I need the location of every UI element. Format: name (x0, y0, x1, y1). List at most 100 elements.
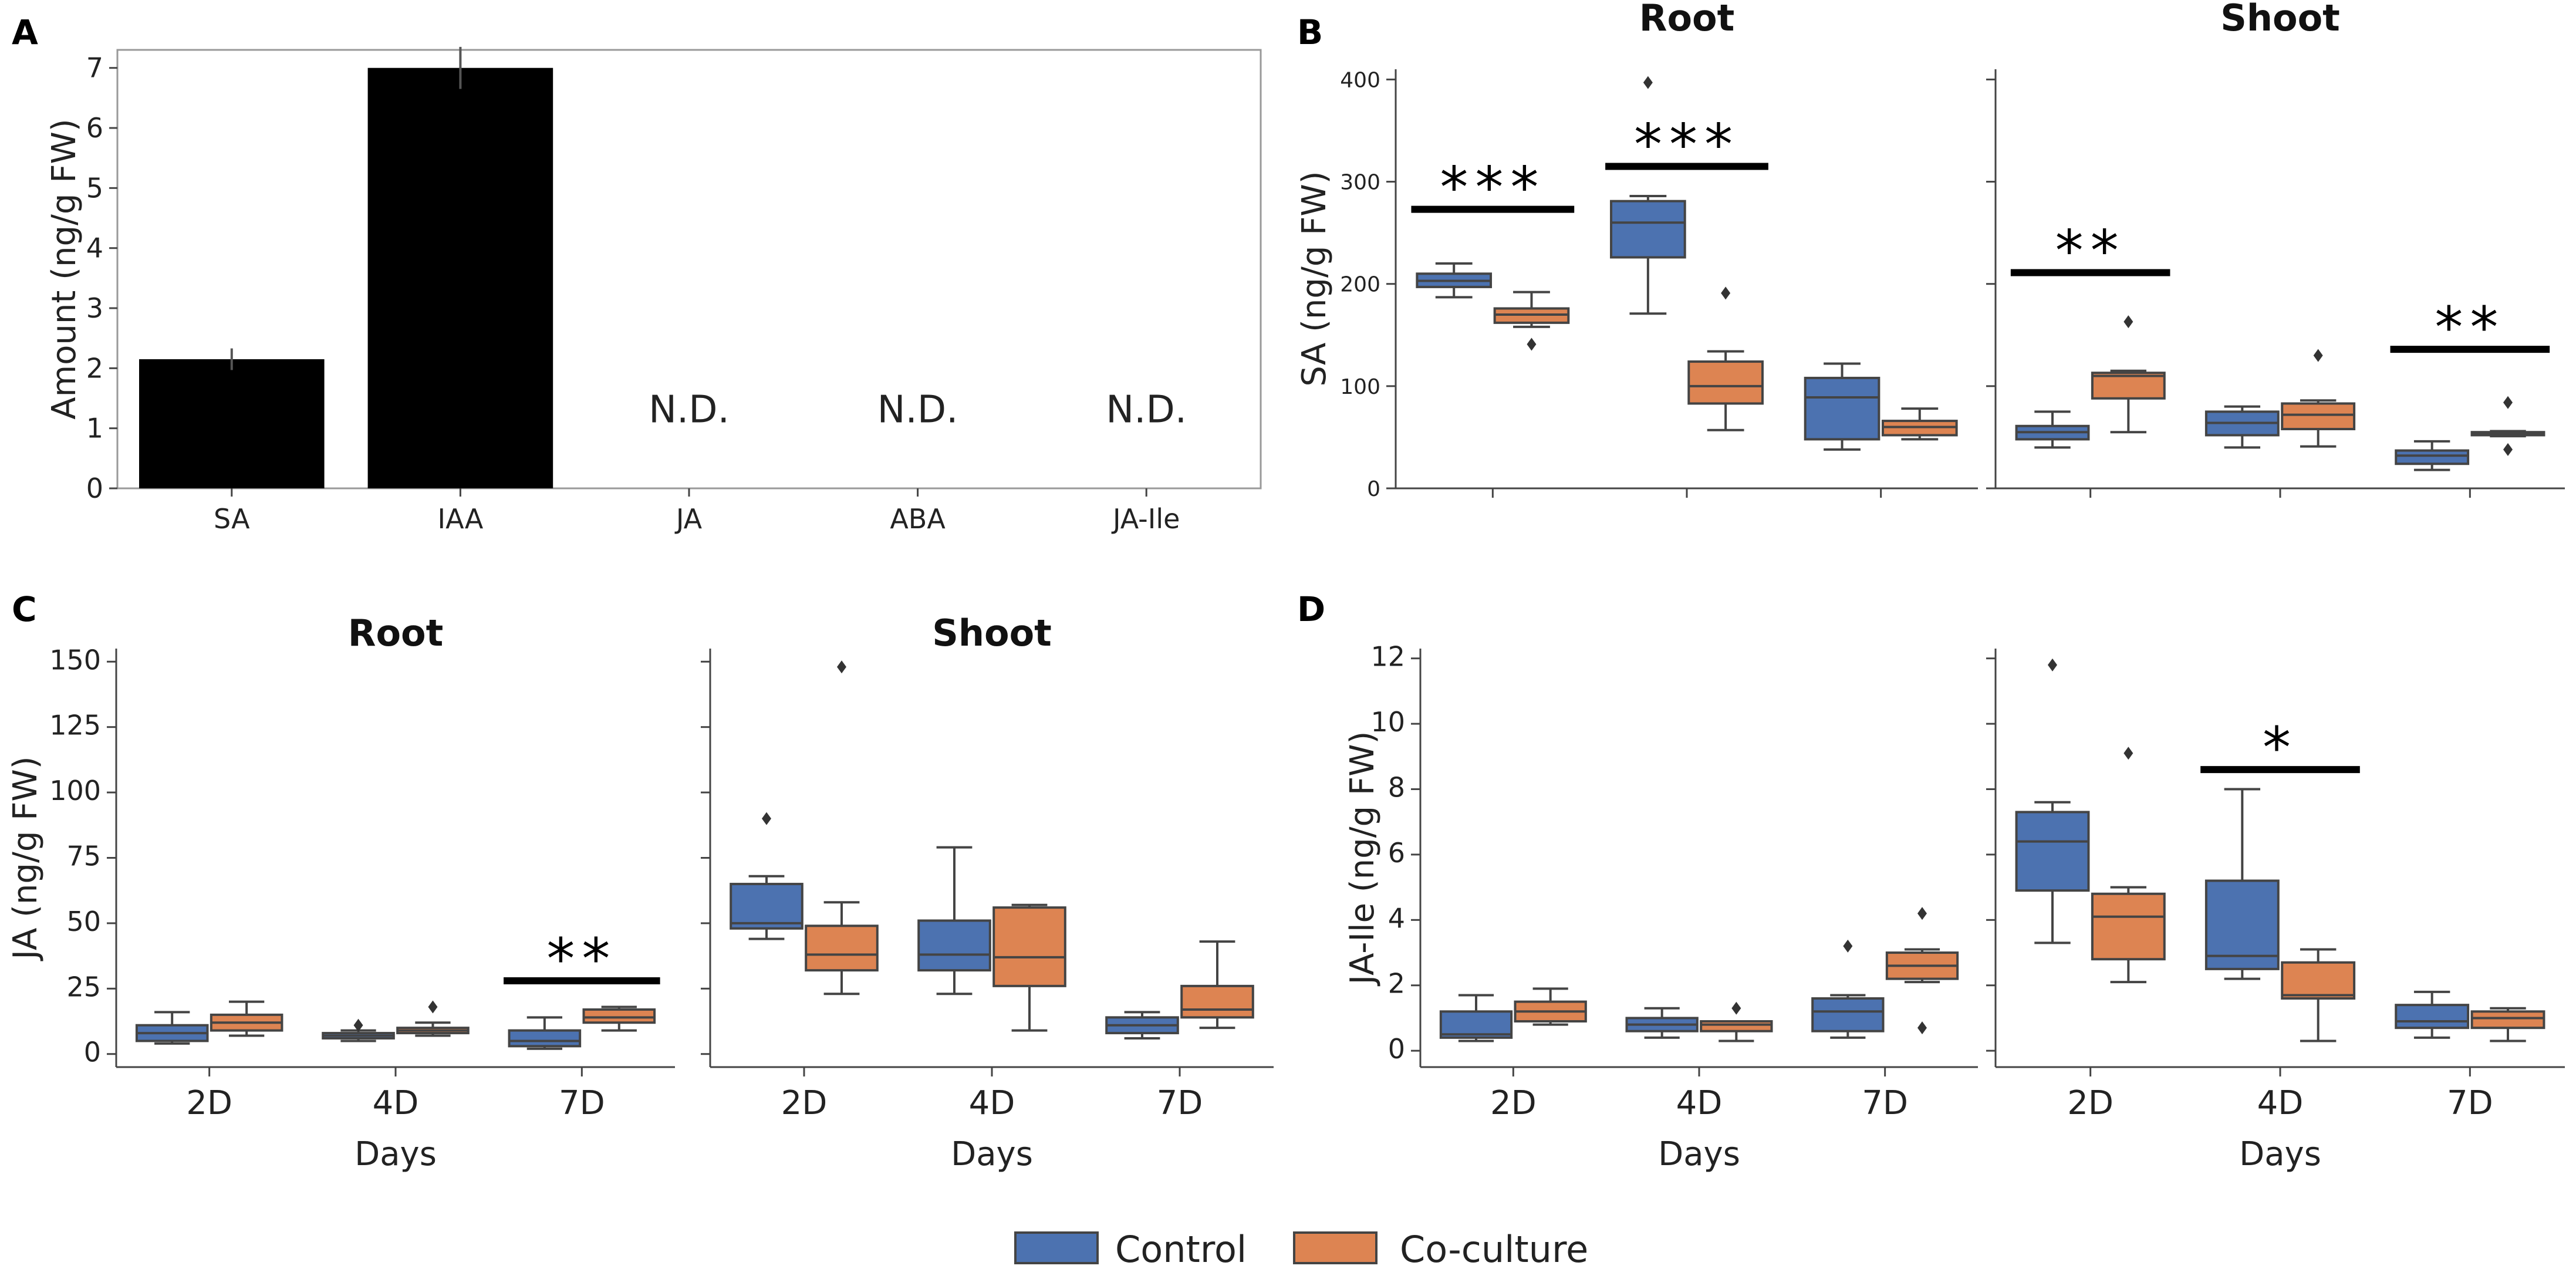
significance-label: ** (2055, 218, 2126, 284)
x-tick-label: 4D (1676, 1084, 1723, 1122)
y-tick-label: 6 (86, 112, 103, 144)
x-tick-label: JA (674, 503, 703, 535)
y-tick-label: 400 (1340, 68, 1380, 92)
y-tick-label: 3 (86, 292, 103, 324)
x-tick-label: JA-Ile (1111, 503, 1180, 535)
subplot-title: Root (1639, 0, 1735, 39)
box-co-culture-2d (1514, 987, 1587, 1026)
y-tick-label: 100 (49, 775, 101, 806)
legend: Control Co-culture (1014, 1228, 1588, 1269)
outlier-point (1843, 939, 1853, 953)
box-iqr (2204, 879, 2280, 970)
y-tick-label: 125 (49, 710, 101, 741)
subplot-left: 0 2 4 6 8 10 12 2D 4D 7D Days (1370, 641, 1978, 1173)
outlier-point (837, 660, 846, 674)
box-control-7d (1811, 939, 1885, 1039)
box-control-2d (1439, 994, 1513, 1042)
legend-item-co-culture: Co-culture (1293, 1228, 1588, 1269)
box-control-2d (730, 812, 803, 940)
box-co-culture-7d (1180, 940, 1254, 1030)
x-tick-label: 2D (186, 1084, 232, 1122)
legend-item-control: Control (1014, 1228, 1247, 1269)
y-tick-label: 12 (1370, 641, 1405, 673)
panel-a: A 0 1 2 3 4 5 6 7 Amount (ng/g FW) SA IAA JA N.D. ABA N… (12, 12, 1262, 535)
box-control-7d (2395, 990, 2470, 1039)
box-co-culture-2d (1493, 291, 1570, 351)
box-control-4d (2204, 405, 2280, 449)
legend-swatch (1014, 1231, 1099, 1264)
y-tick-label: 0 (84, 1037, 101, 1068)
box-control-2d (2015, 658, 2090, 944)
y-tick-label: 0 (86, 473, 103, 504)
outlier-point (2123, 747, 2133, 760)
x-tick-label: 7D (2447, 1084, 2493, 1122)
bar (139, 359, 325, 488)
nd-label: N.D. (877, 388, 958, 431)
x-tick-label: 7D (1157, 1084, 1203, 1122)
box-control-4d (2204, 788, 2280, 980)
x-axis-label: Days (951, 1135, 1033, 1173)
x-tick-label: 7D (559, 1084, 605, 1122)
box-control-4d (1625, 1007, 1699, 1039)
outlier-point (1527, 338, 1537, 351)
outlier-point (353, 1018, 363, 1032)
box-iqr (1180, 984, 1254, 1019)
outlier-point (2503, 443, 2513, 456)
x-tick-label: 7D (1862, 1084, 1908, 1122)
subplot-root: Root 0 25 50 75 100 125 150 2D 4D 7D Days ** (49, 612, 675, 1173)
box-co-culture-7d (1885, 907, 1959, 1035)
bar (367, 68, 553, 489)
panel-letter: B (1297, 12, 1323, 52)
y-tick-label: 1 (86, 413, 103, 444)
x-axis-label: Days (2239, 1135, 2321, 1173)
y-axis-label: JA-Ile (ng/g FW) (1343, 731, 1382, 987)
legend-label: Control (1115, 1228, 1247, 1269)
box-co-culture-4d (992, 903, 1066, 1032)
box-co-culture-4d (396, 1000, 470, 1037)
panel-b: B SA (ng/g FW) Root 0 100 200 300 400 *** *** Shoo… (1295, 0, 2565, 501)
box-co-culture-7d (2470, 1007, 2545, 1042)
x-axis-label: Days (355, 1135, 437, 1173)
box-control-4d (917, 846, 991, 995)
y-tick-label: 0 (1367, 477, 1380, 501)
y-tick-label: 6 (1388, 837, 1405, 869)
y-axis-label: Amount (ng/g FW) (45, 119, 83, 419)
box-iqr (582, 1008, 656, 1024)
x-axis-label: Days (1658, 1135, 1740, 1173)
subplot-title: Root (348, 612, 444, 654)
y-tick-label: 75 (66, 841, 101, 872)
subplot-root: Root 0 100 200 300 400 *** *** (1340, 0, 1978, 501)
box-control-2d (2015, 410, 2090, 449)
y-tick-label: 0 (1388, 1033, 1405, 1065)
box-co-culture-4d (2281, 948, 2356, 1042)
x-tick-label: 4D (2257, 1084, 2304, 1122)
box-iqr (1687, 360, 1764, 405)
y-tick-label: 100 (1340, 375, 1380, 399)
x-tick-label: ABA (890, 503, 946, 535)
panel-c: C JA (ng/g FW) Root 0 25 50 75 100 125 150 2D 4D 7D D… (6, 589, 1274, 1173)
y-axis-label: SA (ng/g FW) (1295, 171, 1333, 386)
box-iqr (2281, 961, 2356, 1000)
x-tick-label: 2D (1490, 1084, 1537, 1122)
significance-label: ** (2435, 295, 2505, 360)
subplot-title: Shoot (932, 612, 1052, 654)
y-tick-label: 300 (1340, 171, 1380, 195)
y-tick-label: 7 (86, 52, 103, 84)
box-control-2d (135, 1011, 209, 1045)
outlier-point (1643, 76, 1653, 89)
box-co-culture-2d (805, 660, 879, 995)
outlier-point (1917, 907, 1927, 920)
x-tick-label: 2D (2067, 1084, 2114, 1122)
box-control-7d (1804, 362, 1880, 451)
y-tick-label: 10 (1370, 706, 1405, 738)
subplot-title: Shoot (2220, 0, 2340, 39)
significance-label: *** (1634, 112, 1740, 177)
box-iqr (2091, 372, 2166, 400)
significance-label: *** (1440, 155, 1545, 221)
box-iqr (2281, 402, 2356, 430)
outlier-point (2048, 658, 2057, 671)
box-iqr (2470, 1010, 2545, 1030)
y-tick-label: 25 (66, 971, 101, 1003)
x-tick-label: 4D (969, 1084, 1015, 1122)
